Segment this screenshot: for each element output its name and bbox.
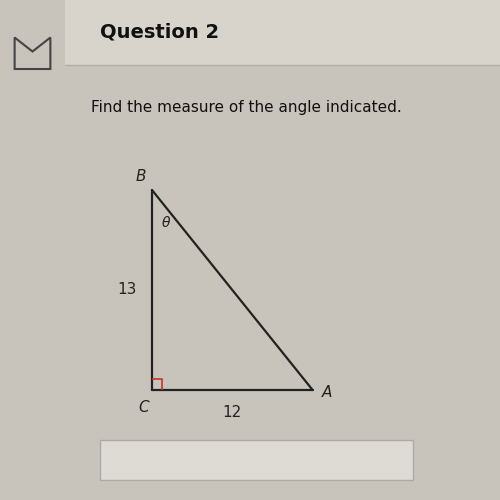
Text: Find the measure of the angle indicated.: Find the measure of the angle indicated.: [91, 100, 402, 115]
Text: B: B: [136, 169, 146, 184]
FancyBboxPatch shape: [100, 440, 413, 480]
Text: C: C: [139, 400, 149, 415]
Text: θ: θ: [162, 216, 170, 230]
Text: 13: 13: [118, 282, 137, 298]
Text: 12: 12: [222, 405, 242, 420]
Bar: [65, 0, 500, 65]
Text: A: A: [322, 385, 332, 400]
Text: Question 2: Question 2: [100, 23, 219, 42]
